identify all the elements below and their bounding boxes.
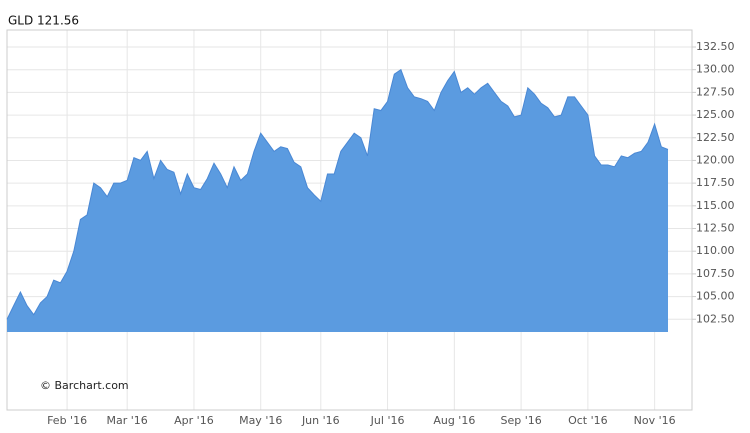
plot-frame (6, 29, 693, 411)
y-tick-label: 120.00 (696, 153, 735, 166)
x-tick-label: Jul '16 (370, 414, 405, 427)
y-tick-label: 122.50 (696, 131, 735, 144)
area (7, 69, 668, 332)
y-tick-label: 115.00 (696, 199, 735, 212)
y-tick-label: 117.50 (696, 176, 735, 189)
x-tick-label: Oct '16 (568, 414, 608, 427)
x-tick-label: Aug '16 (433, 414, 475, 427)
y-tick-label: 110.00 (696, 244, 735, 257)
y-tick-label: 107.50 (696, 267, 735, 280)
x-tick-label: Nov '16 (634, 414, 676, 427)
x-tick-label: Apr '16 (174, 414, 214, 427)
x-tick-label: Mar '16 (107, 414, 148, 427)
x-tick-label: Feb '16 (47, 414, 87, 427)
y-tick-label: 127.50 (696, 85, 735, 98)
x-tick-label: Jun '16 (301, 414, 340, 427)
x-tick-label: Sep '16 (500, 414, 541, 427)
y-tick-label: 102.50 (696, 312, 735, 325)
y-tick-label: 130.00 (696, 63, 735, 76)
y-tick-label: 105.00 (696, 290, 735, 303)
y-tick-label: 132.50 (696, 40, 735, 53)
attribution: © Barchart.com (40, 379, 129, 392)
chart-title: GLD 121.56 (8, 14, 79, 28)
line (6, 68, 669, 320)
x-tick-label: May '16 (239, 414, 282, 427)
y-tick-label: 125.00 (696, 108, 735, 121)
y-tick-label: 112.50 (696, 222, 735, 235)
